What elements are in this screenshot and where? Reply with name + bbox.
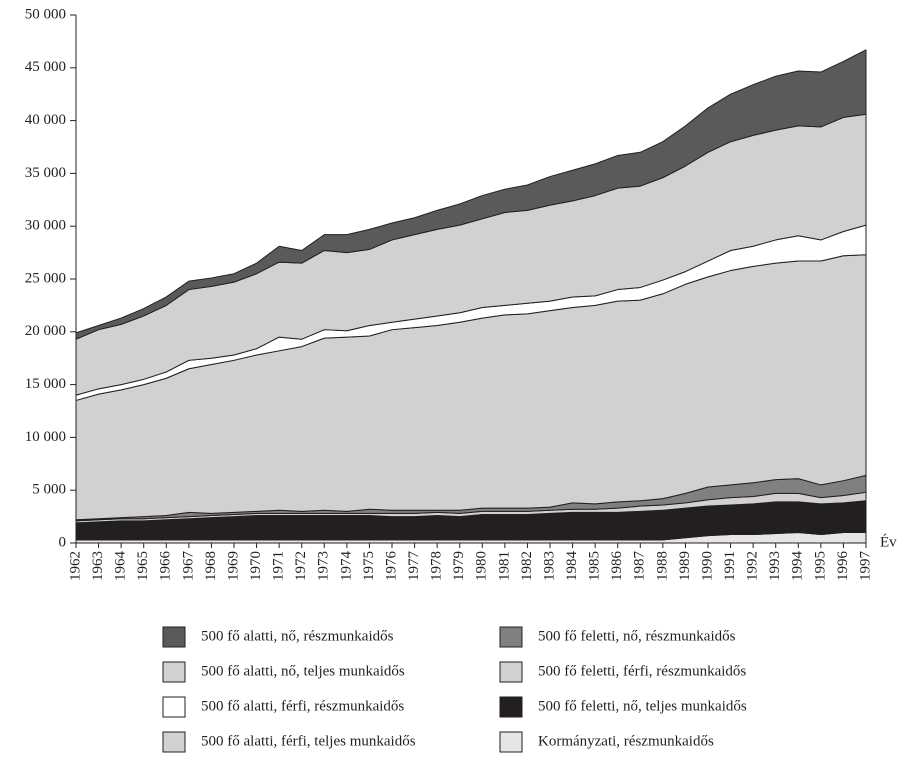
x-tick-label: 1976 <box>383 551 399 582</box>
legend-swatch <box>499 731 523 753</box>
y-tick-label: 15 000 <box>25 376 66 392</box>
legend-label: 500 fő feletti, nő, teljes munkaidős <box>538 698 747 714</box>
x-tick-label: 1978 <box>429 551 445 581</box>
x-tick-label: 1989 <box>677 551 693 581</box>
x-tick-label: 1983 <box>541 551 557 581</box>
legend-swatch <box>162 626 186 648</box>
x-tick-label: 1992 <box>745 551 761 581</box>
x-tick-label: 1965 <box>135 551 151 581</box>
legend-label: 500 fő alatti, nő, teljes munkaidős <box>201 663 405 679</box>
x-tick-label: 1972 <box>293 551 309 581</box>
legend-swatch <box>162 696 186 718</box>
legend-label: 500 fő feletti, nő, részmunkaidős <box>538 628 736 644</box>
x-tick-label: 1977 <box>406 551 422 582</box>
x-tick-label: 1984 <box>564 551 580 582</box>
y-tick-label: 10 000 <box>25 429 66 445</box>
x-tick-label: 1994 <box>790 551 806 582</box>
y-tick-label: 40 000 <box>25 112 66 128</box>
x-tick-label: 1962 <box>67 551 83 581</box>
x-tick-label: 1963 <box>90 551 106 581</box>
area <box>75 49 867 340</box>
x-tick-label: 1971 <box>271 551 287 581</box>
x-tick-label: 1991 <box>722 551 738 581</box>
x-tick-label: 1974 <box>338 551 354 582</box>
legend-swatch <box>499 696 523 718</box>
x-tick-label: 1993 <box>767 551 783 581</box>
x-tick-label: 1981 <box>496 551 512 581</box>
x-tick-label: 1995 <box>812 551 828 581</box>
x-tick-label: 1997 <box>857 551 873 582</box>
x-tick-label: 1979 <box>451 551 467 581</box>
x-tick-label: 1980 <box>474 551 490 581</box>
x-tick-label: 1970 <box>248 551 264 581</box>
legend-label: 500 fő alatti, férfi, teljes munkaidős <box>201 733 416 749</box>
y-tick-label: 45 000 <box>25 59 66 75</box>
x-axis-label: Év <box>880 533 897 550</box>
x-tick-label: 1967 <box>180 551 196 582</box>
y-tick-label: 50 000 <box>25 6 66 22</box>
x-tick-label: 1966 <box>158 551 174 582</box>
legend-swatch <box>162 661 186 683</box>
x-tick-label: 1986 <box>609 551 625 582</box>
x-tick-label: 1968 <box>203 551 219 581</box>
y-tick-label: 0 <box>59 534 67 550</box>
y-tick-label: 35 000 <box>25 165 66 181</box>
legend-label: 500 fő feletti, férfi, részmunkaidős <box>538 663 746 679</box>
x-tick-label: 1982 <box>519 551 535 581</box>
x-tick-label: 1990 <box>699 551 715 581</box>
x-tick-label: 1975 <box>361 551 377 581</box>
x-tick-label: 1973 <box>316 551 332 581</box>
y-tick-label: 20 000 <box>25 323 66 339</box>
legend-swatch <box>499 626 523 648</box>
x-tick-label: 1988 <box>654 551 670 581</box>
x-tick-label: 1985 <box>587 551 603 581</box>
y-tick-label: 5 000 <box>32 482 66 498</box>
y-tick-label: 30 000 <box>25 218 66 234</box>
x-tick-label: 1964 <box>113 551 129 582</box>
x-tick-label: 1996 <box>835 551 851 582</box>
x-tick-label: 1969 <box>225 551 241 581</box>
legend-swatch <box>499 661 523 683</box>
legend-swatch <box>162 731 186 753</box>
legend-label: 500 fő alatti, férfi, részmunkaidős <box>201 698 404 714</box>
y-tick-label: 25 000 <box>25 270 66 286</box>
x-tick-label: 1987 <box>632 551 648 582</box>
legend-label: Kormányzati, részmunkaidős <box>538 733 714 749</box>
legend-label: 500 fő alatti, nő, részmunkaidős <box>201 628 394 644</box>
